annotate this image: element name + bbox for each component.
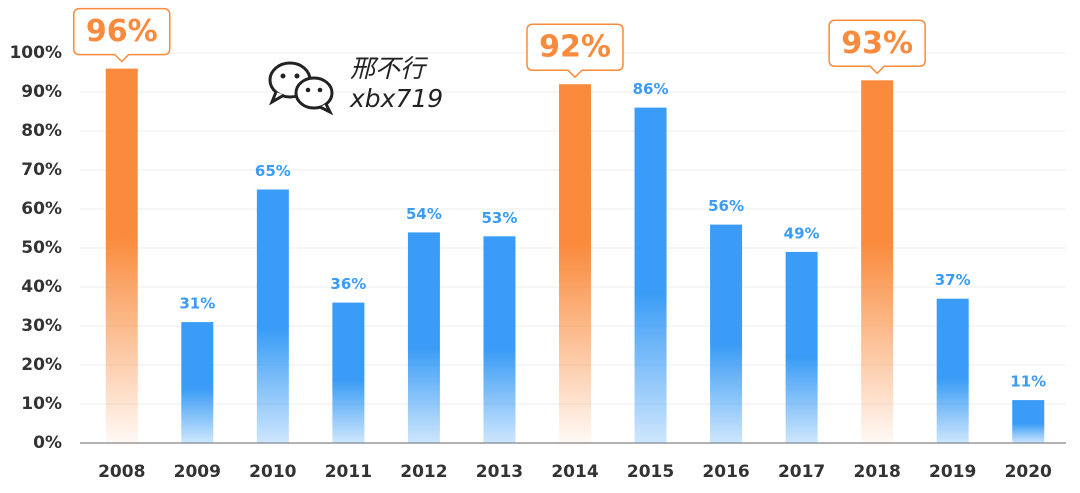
y-tick-label: 50% — [21, 238, 62, 258]
x-tick-label: 2015 — [627, 462, 674, 482]
y-tick-label: 0% — [33, 433, 62, 453]
bar — [181, 322, 214, 443]
x-tick-label: 2009 — [174, 462, 221, 482]
value-label: 93% — [841, 26, 913, 61]
bar — [256, 189, 289, 443]
callout-box — [73, 7, 171, 63]
x-tick-label: 2010 — [249, 462, 296, 482]
y-tick-label: 100% — [9, 43, 62, 63]
bar — [785, 251, 818, 443]
value-label: 65% — [255, 162, 291, 180]
watermark-id: xbx719 — [349, 84, 443, 113]
y-tick-label: 40% — [21, 277, 62, 297]
y-tick-label: 30% — [21, 316, 62, 336]
y-tick-label: 80% — [21, 121, 62, 141]
value-label: 86% — [633, 80, 669, 98]
y-tick-label: 10% — [21, 394, 62, 414]
bar — [407, 232, 440, 443]
bar — [332, 302, 365, 443]
value-label: 54% — [406, 205, 442, 223]
bar — [710, 224, 743, 443]
bar — [634, 107, 667, 443]
x-tick-label: 2019 — [929, 462, 976, 482]
callout-box — [828, 19, 926, 75]
x-tick-label: 2020 — [1005, 462, 1052, 482]
value-label: 53% — [482, 209, 518, 227]
x-tick-label: 2014 — [551, 462, 598, 482]
value-label: 37% — [935, 271, 971, 289]
x-tick-label: 2018 — [853, 462, 900, 482]
x-tick-label: 2013 — [476, 462, 523, 482]
bar — [483, 236, 516, 443]
x-tick-label: 2011 — [325, 462, 372, 482]
bar — [1012, 400, 1045, 443]
wechat-icon — [268, 61, 334, 116]
y-tick-label: 70% — [21, 160, 62, 180]
x-tick-label: 2017 — [778, 462, 825, 482]
value-label: 92% — [539, 30, 611, 65]
y-tick-label: 60% — [21, 199, 62, 219]
watermark-name: 邢不行 — [350, 54, 429, 83]
value-label: 56% — [708, 197, 744, 215]
x-tick-label: 2012 — [400, 462, 447, 482]
x-tick-label: 2016 — [702, 462, 749, 482]
value-label: 36% — [330, 275, 366, 293]
bar — [861, 80, 894, 444]
bar — [559, 84, 591, 443]
value-label: 11% — [1010, 373, 1046, 391]
bar — [936, 298, 969, 443]
value-label: 96% — [86, 14, 158, 49]
callout-box — [526, 23, 624, 79]
value-label: 31% — [179, 295, 215, 313]
x-tick-label: 2008 — [98, 462, 145, 482]
y-tick-label: 90% — [21, 82, 62, 102]
bar — [105, 68, 138, 443]
y-tick-label: 20% — [21, 355, 62, 375]
value-label: 49% — [784, 224, 820, 242]
